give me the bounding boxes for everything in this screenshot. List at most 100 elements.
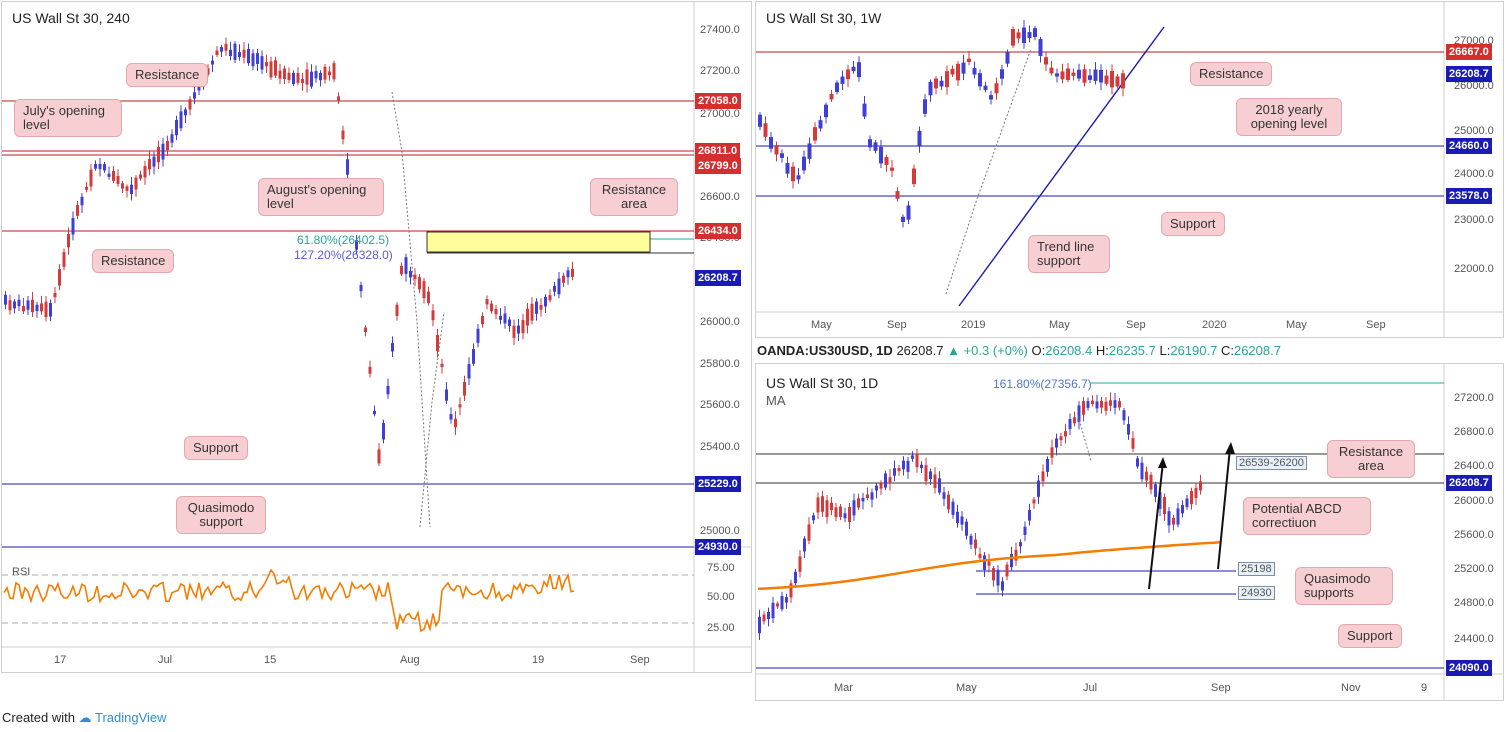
h4-chart-panel[interactable]: US Wall St 30, 240 27400.0 27200.0 27000.0… [1,1,752,673]
daily-candle [816,497,820,513]
footer-brand[interactable]: TradingView [95,710,167,725]
weekly-candle [879,146,883,164]
h4-candle [454,418,457,428]
daily-candle [938,478,941,493]
daily-candle [1019,542,1022,547]
daily-fib-1618: 161.80%(27356.7) [993,377,1092,391]
h4-candle [440,363,444,368]
h4-candle [427,291,430,304]
h4-rsi-tick: 25.00 [707,622,735,634]
weekly-candle [972,68,977,75]
h4-price-tick: 27000.0 [700,108,740,120]
daily-candle [780,595,784,610]
weekly-price-tick: 22000.0 [1454,263,1494,275]
daily-candle [1113,400,1117,408]
h4-candle [467,364,471,379]
h4-candle [148,159,151,170]
weekly-price-tick: 25000.0 [1454,125,1494,137]
daily-candle [870,492,874,500]
h4-candle [539,304,543,310]
weekly-candle [956,63,960,81]
weekly-candle [862,103,867,117]
daily-callout-resistance-area: Resistance area [1327,440,1415,478]
h4-candle [193,92,196,99]
weekly-candle [1027,32,1032,39]
daily-candle [1086,401,1090,408]
footer-created-with: Created with [2,710,75,725]
weekly-candle [835,82,839,92]
daily-price-tick: 26800.0 [1454,426,1494,438]
h4-candle [17,299,21,307]
weekly-candles [758,19,1125,228]
daily-open: 26208.4 [1045,343,1093,358]
h4-candle [332,63,336,80]
weekly-candle [939,80,944,87]
weekly-candle [934,78,938,89]
weekly-candle [1110,70,1114,88]
h4-candle [382,422,385,440]
daily-ma-label: MA [766,393,786,408]
h4-candle [134,177,138,190]
h4-candle [256,53,259,64]
daily-candle [1023,526,1027,536]
daily-candle [1068,419,1072,430]
weekly-candle [1055,73,1059,77]
h4-callout-quasimodo: Quasimodo support [176,496,266,534]
h4-candle [71,218,75,235]
h4-candle [530,303,534,321]
daily-candle [902,460,905,470]
h4-price-badge: 26811.0 [695,143,741,159]
daily-candle [911,455,914,459]
weekly-candle [807,143,812,159]
daily-candle [956,511,959,523]
h4-candle [53,292,57,298]
h4-price-tick: 25400.0 [700,441,740,453]
h4-candle [341,130,345,140]
h4-candle [62,252,66,267]
daily-candle [762,614,766,622]
h4-candle [409,271,412,278]
h4-candle [58,269,61,286]
weekly-candle [1071,72,1076,76]
weekly-candle [791,166,795,182]
daily-candle [1109,400,1112,406]
h4-callout-august-open: August's opening level [258,178,384,216]
weekly-chart-panel[interactable]: US Wall St 30, 1W 27000.0 26000.0 25000.0 2… [755,1,1504,338]
h4-time-tick: 19 [532,654,545,666]
h4-candle [386,385,390,395]
weekly-chart-svg [756,2,1503,337]
weekly-callout-trendline: Trend line support [1028,235,1110,273]
h4-candle [274,60,277,76]
weekly-candle [1049,67,1054,74]
h4-callout-resistance-area: Resistance area [590,178,678,216]
daily-candle [848,507,851,522]
daily-candle [924,465,928,482]
daily-candle [996,569,1000,586]
weekly-candle [774,145,779,155]
daily-candle [839,506,842,518]
daily-high: 26235.7 [1108,343,1156,358]
h4-candle [557,278,561,295]
weekly-callout-support: Support [1161,212,1225,236]
daily-candle [1082,401,1085,415]
h4-candle [4,294,7,305]
h4-candle [166,140,169,151]
daily-time-tick: Sep [1211,682,1231,694]
h4-candle [463,381,466,396]
daily-candle [857,498,860,508]
daily-candle [1059,436,1063,441]
daily-symbol-line: OANDA:US30USD, 1D 26208.7 ▲ +0.3 (+0%) O… [757,343,1281,358]
daily-chart-panel[interactable]: US Wall St 30, 1D MA 161.80%(27356.7) 26… [755,363,1504,701]
h4-callout-support: Support [184,436,248,460]
h4-candle [278,70,282,79]
h4-candle [184,109,187,116]
weekly-candle [1016,32,1021,39]
weekly-time-tick: May [811,319,832,331]
daily-candle [1118,401,1121,408]
daily-callout-support: Support [1338,624,1402,648]
h4-candle [8,300,12,311]
h4-callout-resistance-left: Resistance [92,249,175,273]
daily-candle [947,494,950,510]
h4-candle [98,163,102,170]
h4-candle [283,68,286,80]
